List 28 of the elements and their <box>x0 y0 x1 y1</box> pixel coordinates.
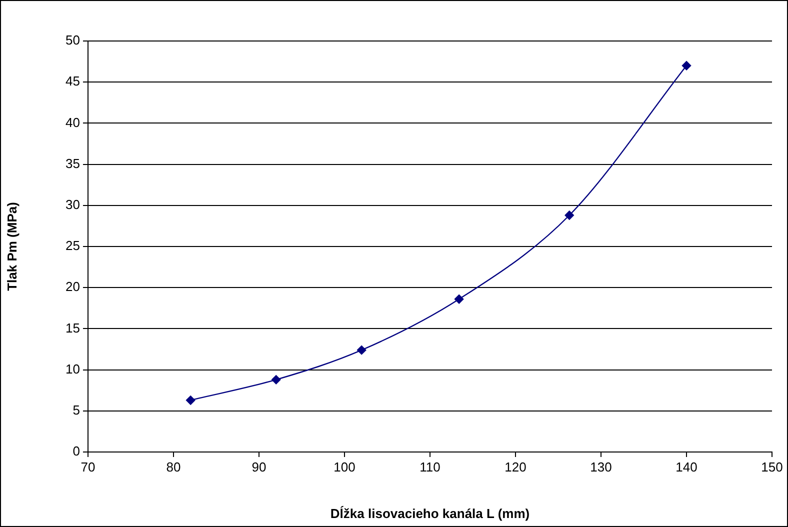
x-tick-label: 130 <box>590 459 612 474</box>
y-axis-title: Tlak Pm (MPa) <box>4 202 20 291</box>
point <box>454 294 464 304</box>
x-tick-label: 150 <box>761 459 783 474</box>
point <box>186 396 196 405</box>
x-tick-label: 120 <box>504 459 526 474</box>
y-tick-label: 15 <box>66 320 80 336</box>
x-tick-label: 110 <box>420 459 440 474</box>
y-tick-label: 0 <box>72 444 80 459</box>
point <box>682 61 692 70</box>
x-tick-label: 140 <box>676 459 698 474</box>
y-tick-label: 40 <box>66 114 80 130</box>
x-tick-label: 70 <box>80 459 96 474</box>
y-tick-label: 30 <box>66 196 80 212</box>
y-tick-label: 50 <box>66 32 80 48</box>
y-tick-label: 35 <box>66 156 80 171</box>
y-tick-label: 45 <box>66 74 80 89</box>
y-tick-label: 5 <box>72 402 80 418</box>
x-axis-title: Dĺžka lisovacieho kanála L (mm) <box>330 504 530 521</box>
y-tick-label: 20 <box>66 279 80 294</box>
x-tick-label: 80 <box>166 459 181 474</box>
y-tick-label: 10 <box>66 361 80 376</box>
y-tick-label: 25 <box>66 238 80 254</box>
point <box>357 345 366 355</box>
x-tick-label: 90 <box>252 459 266 474</box>
x-tick-label: 100 <box>334 459 356 474</box>
point <box>564 210 574 220</box>
point <box>272 375 281 384</box>
